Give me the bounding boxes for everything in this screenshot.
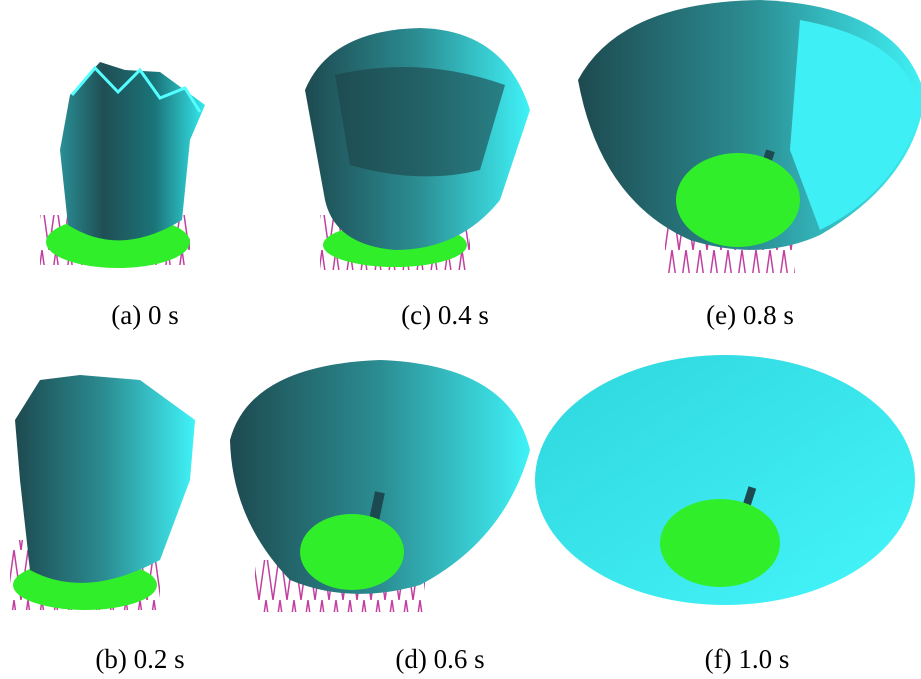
caption: (e) 0.8 s bbox=[706, 300, 794, 330]
caption: (d) 0.6 s bbox=[395, 644, 484, 674]
panel-f-render bbox=[535, 355, 915, 605]
panel-c-render bbox=[305, 28, 530, 270]
panel-b-render bbox=[10, 375, 195, 610]
caption: (f) 1.0 s bbox=[705, 644, 790, 674]
panel-a-render bbox=[40, 62, 205, 268]
caption: (b) 0.2 s bbox=[95, 644, 184, 674]
panel-e-render bbox=[578, 0, 921, 273]
caption: (a) 0 s bbox=[111, 300, 178, 330]
figure: (a) 0 s (c) 0.4 s (e) 0.8 s (b) 0.2 s (d… bbox=[0, 0, 921, 679]
caption: (c) 0.4 s bbox=[401, 300, 489, 330]
panel-d-render bbox=[230, 360, 530, 612]
